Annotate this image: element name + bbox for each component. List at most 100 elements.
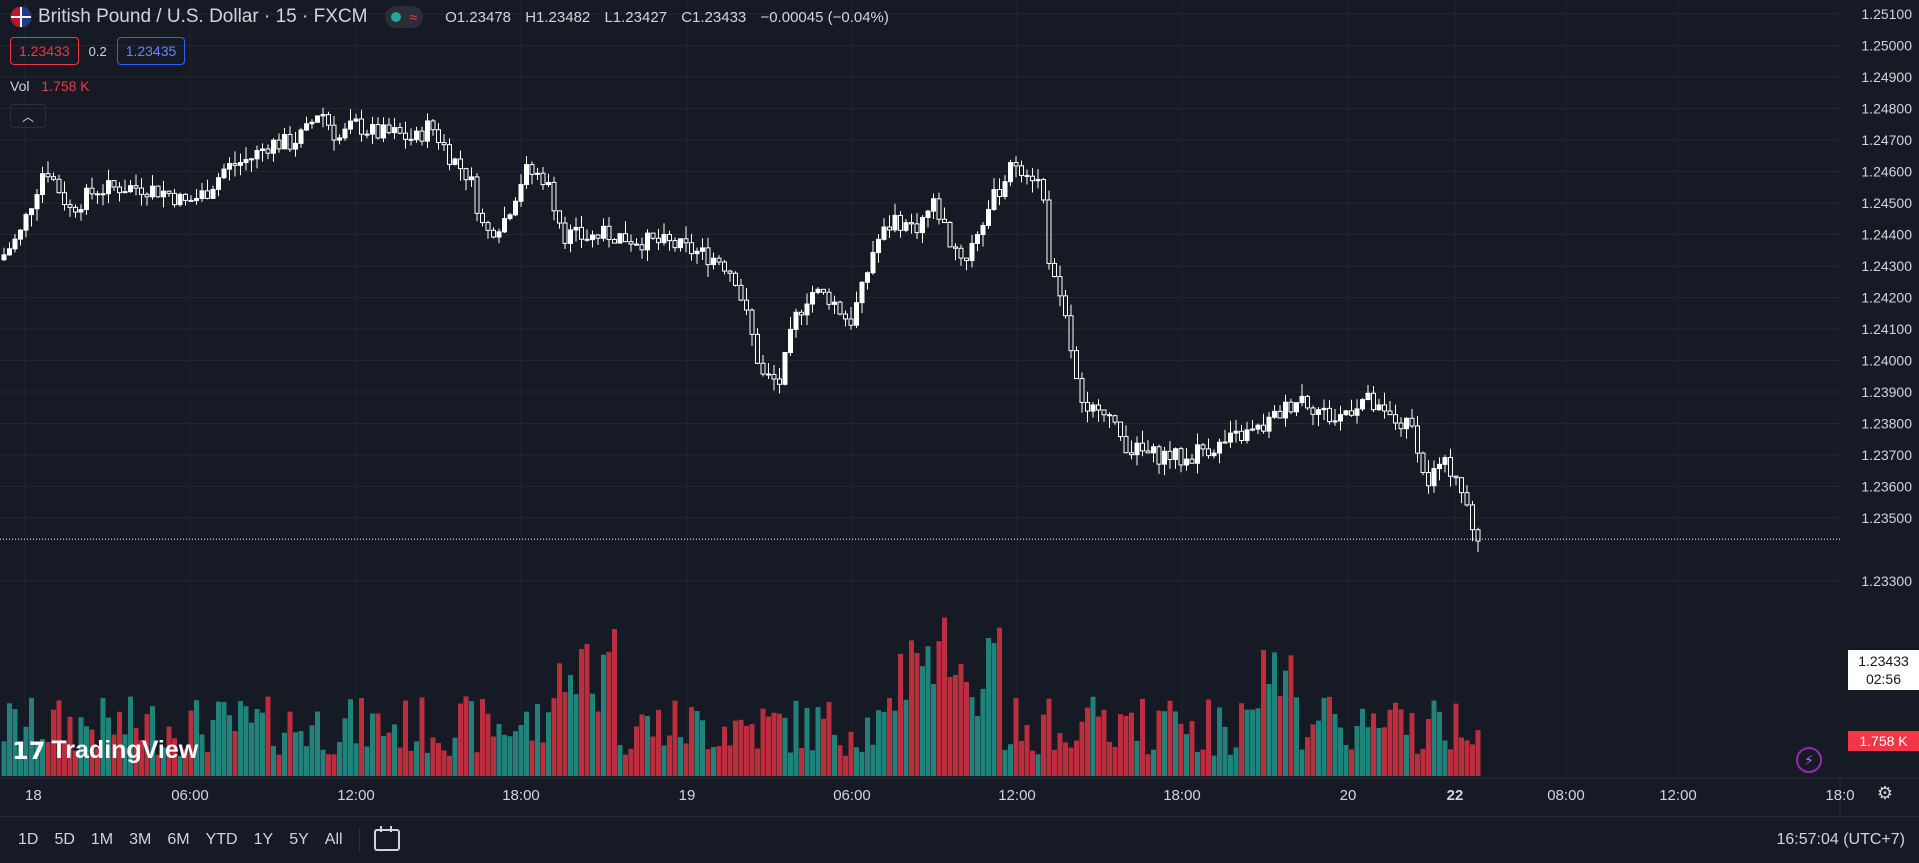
- buy-price-button[interactable]: 1.23435: [116, 37, 186, 65]
- volume-bar: [161, 747, 166, 776]
- timezone-clock[interactable]: 16:57:04 (UTC+7): [1776, 831, 1905, 848]
- volume-bar: [1393, 702, 1398, 776]
- candle-body: [1013, 162, 1019, 167]
- candle-body: [1283, 401, 1288, 419]
- volume-bar: [782, 717, 788, 776]
- candle-body: [276, 139, 282, 150]
- candle-body: [898, 214, 903, 231]
- volume-bar: [634, 726, 639, 776]
- volume-bar: [216, 701, 221, 776]
- volume-bar: [942, 617, 947, 776]
- candle-body: [403, 132, 408, 140]
- volume-bar: [403, 700, 408, 776]
- volume-bar: [1217, 707, 1222, 776]
- candle-body: [942, 218, 947, 224]
- candle-body: [513, 200, 518, 216]
- candle-body: [711, 257, 716, 266]
- candle-body: [1327, 407, 1332, 423]
- candle-body: [1261, 424, 1266, 432]
- collapse-legend-button[interactable]: ︿: [10, 104, 46, 128]
- candle-body: [936, 198, 942, 220]
- change-value: −0.00045 (−0.04%): [760, 8, 889, 26]
- chart-legend: British Pound / U.S. Dollar · 15 · FXCM …: [0, 0, 1840, 140]
- candle-body: [177, 193, 183, 206]
- high-label: H: [525, 8, 537, 26]
- close-value: 1.23433: [692, 8, 747, 26]
- symbol-title[interactable]: British Pound / U.S. Dollar · 15 · FXCM: [38, 6, 368, 27]
- volume-bar: [524, 711, 529, 776]
- range-6m-button[interactable]: 6M: [167, 831, 190, 848]
- volume-bar: [111, 734, 117, 776]
- candle-body: [73, 206, 78, 213]
- volume-bar: [980, 688, 986, 776]
- go-to-date-icon[interactable]: [373, 826, 400, 851]
- candle-body: [716, 257, 722, 263]
- lightning-icon[interactable]: ⚡: [1796, 747, 1822, 773]
- range-all-button[interactable]: All: [324, 831, 343, 848]
- volume-bar: [78, 717, 84, 776]
- y-tick-label: 1.23700: [1861, 447, 1912, 463]
- candle-body: [111, 180, 117, 188]
- candle-body: [870, 252, 876, 274]
- range-1m-button[interactable]: 1M: [90, 831, 114, 848]
- volume-bar: [425, 752, 430, 776]
- volume-bar: [914, 652, 920, 776]
- spread-value: 0.2: [88, 43, 107, 59]
- candle-body: [584, 238, 590, 241]
- candle-body: [1118, 421, 1123, 438]
- volume-bar: [799, 747, 804, 776]
- price-chart[interactable]: 1.25100 1.25000 1.24900 1.24800 1.24700 1.246…: [0, 0, 1919, 816]
- range-3m-button[interactable]: 3M: [129, 831, 152, 848]
- candle-body: [1305, 395, 1310, 409]
- volume-bar: [1283, 670, 1288, 776]
- x-tick-label: 08:00: [1547, 787, 1585, 804]
- candle-body: [909, 222, 914, 225]
- candle-body: [1123, 436, 1129, 454]
- volume-bar: [1200, 749, 1206, 776]
- y-tick-label: 1.23300: [1861, 573, 1912, 589]
- volume-bar: [370, 713, 375, 776]
- volume-bar: [271, 745, 276, 776]
- candle-body: [947, 222, 953, 248]
- candle-body: [1107, 414, 1112, 417]
- candle-body: [348, 120, 353, 130]
- volume-bar: [491, 736, 496, 776]
- candle-body: [821, 288, 826, 293]
- x-tick-label: 22: [1447, 787, 1464, 804]
- volume-bar: [1420, 748, 1426, 776]
- volume-bar: [705, 749, 711, 776]
- candle-body: [56, 178, 62, 194]
- volume-bar: [23, 726, 29, 776]
- range-1d-button[interactable]: 1D: [18, 831, 39, 848]
- volume-bar: [711, 747, 716, 776]
- candle-body: [315, 115, 320, 123]
- volume-bar: [628, 748, 634, 776]
- range-5y-button[interactable]: 5Y: [289, 831, 309, 848]
- candle-body: [623, 233, 628, 243]
- volume-bar: [953, 674, 958, 776]
- volume-bar: [155, 754, 161, 776]
- volume-bar: [1107, 741, 1112, 776]
- x-tick-label: 12:00: [337, 787, 375, 804]
- range-1y-button[interactable]: 1Y: [253, 831, 274, 848]
- market-status[interactable]: ≈: [385, 6, 424, 28]
- settings-gear-icon[interactable]: ⚙: [1876, 783, 1894, 803]
- volume-bar: [1299, 749, 1305, 776]
- x-tick-label: 06:00: [833, 787, 871, 804]
- range-5d-button[interactable]: 5D: [54, 831, 75, 848]
- volume-bar: [172, 738, 177, 776]
- candle-body: [1178, 448, 1184, 466]
- candle-body: [777, 378, 782, 385]
- volume-bar: [304, 746, 309, 776]
- candle-body: [1233, 430, 1239, 434]
- bottom-toolbar: 1D 5D 1M 3M 6M YTD 1Y 5Y All 16:57:04 (U…: [0, 816, 1919, 863]
- candle-body: [914, 223, 920, 234]
- sell-price-button[interactable]: 1.23433: [10, 37, 79, 65]
- candle-body: [634, 243, 639, 246]
- volume-bar: [1431, 700, 1437, 776]
- candle-body: [892, 214, 898, 231]
- tradingview-logo[interactable]: 17 TradingView: [12, 736, 198, 765]
- candle-body: [194, 197, 199, 202]
- range-ytd-button[interactable]: YTD: [205, 831, 238, 848]
- x-tick-label: 20: [1340, 787, 1357, 804]
